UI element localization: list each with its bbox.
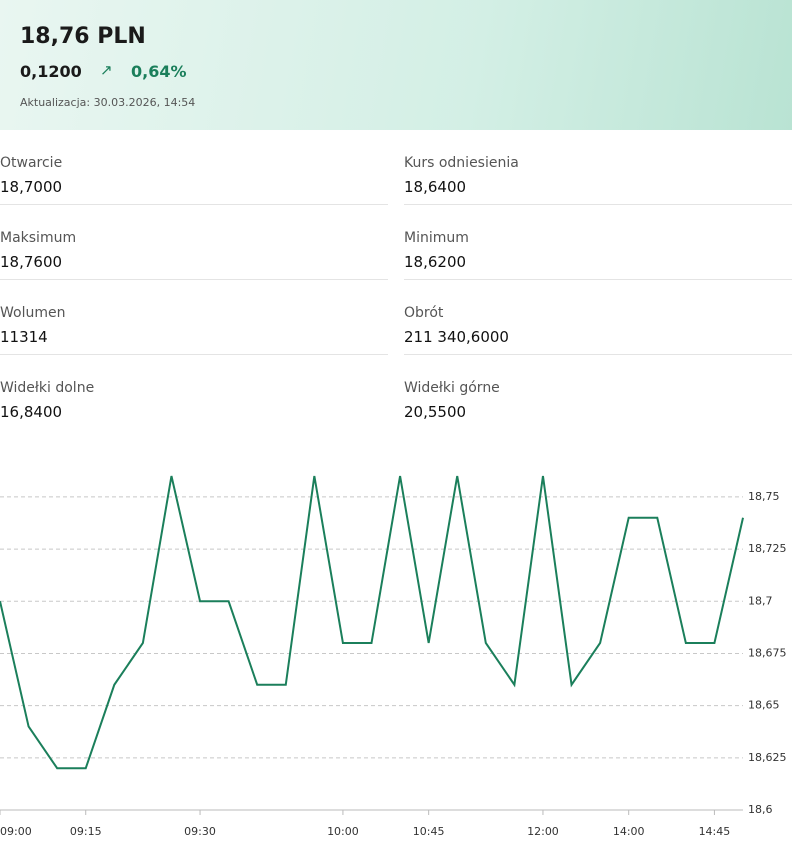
stat-value: 18,7000	[0, 178, 63, 196]
price-line	[0, 475, 744, 770]
stat-label: Obrót	[404, 305, 444, 321]
stat-label: Widełki dolne	[0, 380, 95, 396]
price: 18,76 PLN	[20, 24, 146, 49]
x-tick-label: 12:00	[527, 825, 559, 838]
stat-value: 211 340,6000	[404, 328, 509, 346]
stat-label: Minimum	[404, 230, 469, 246]
x-tick-label: 09:30	[184, 825, 216, 838]
stat: Widełki dolne 16,8400	[0, 355, 388, 430]
stat-label: Kurs odniesienia	[404, 155, 519, 171]
stat-value: 20,5500	[404, 403, 467, 421]
stat: Widełki górne 20,5500	[404, 355, 792, 430]
stat-label: Maksimum	[0, 230, 77, 246]
header: 18,76 PLN 0,1200 ↗ 0,64% Aktualizacja: 3…	[0, 0, 792, 130]
stat: Kurs odniesienia 18,6400	[404, 130, 792, 205]
stat-value: 16,8400	[0, 403, 63, 421]
y-tick-label: 18,65	[748, 699, 780, 712]
x-tick-label: 14:45	[699, 825, 731, 838]
stat-label: Widełki górne	[404, 380, 500, 396]
y-tick-label: 18,6	[748, 803, 773, 816]
updated: Aktualizacja: 30.03.2026, 14:54	[20, 96, 196, 109]
y-tick-label: 18,675	[748, 646, 787, 659]
x-tick-label: 10:45	[413, 825, 445, 838]
y-tick-label: 18,725	[748, 542, 787, 555]
stat: Minimum 18,6200	[404, 205, 792, 280]
stat: Obrót 211 340,6000	[404, 280, 792, 355]
y-tick-label: 18,7	[748, 594, 773, 607]
stat: Otwarcie 18,7000	[0, 130, 388, 205]
y-tick-label: 18,625	[748, 751, 787, 764]
x-tick-label: 09:15	[70, 825, 102, 838]
stat-label: Wolumen	[0, 305, 66, 321]
stat-value: 11314	[0, 328, 48, 346]
x-tick-label: 14:00	[613, 825, 645, 838]
stat-value: 18,7600	[0, 253, 63, 271]
arrow-icon: ↗	[100, 61, 113, 79]
change-percent: 0,64%	[131, 62, 187, 81]
change: 0,1200	[20, 62, 82, 81]
chart: 18,6 18,625 18,65 18,675 18,7 18,725 18,75 09:0…	[0, 475, 787, 838]
stat: Wolumen 11314	[0, 280, 388, 355]
x-tick-label: 09:00	[0, 825, 32, 838]
stat-value: 18,6200	[404, 253, 467, 271]
stat: Maksimum 18,7600	[0, 205, 388, 280]
stat-value: 18,6400	[404, 178, 467, 196]
stat-label: Otwarcie	[0, 155, 63, 171]
y-tick-label: 18,75	[748, 490, 780, 503]
x-tick-label: 10:00	[327, 825, 359, 838]
